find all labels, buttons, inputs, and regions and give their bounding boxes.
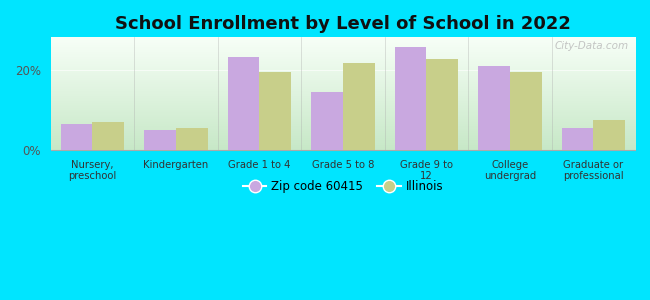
Bar [478, 65, 510, 150]
Bar [176, 128, 207, 150]
Legend: Zip code 60415, Illinois: Zip code 60415, Illinois [238, 176, 448, 198]
Title: School Enrollment by Level of School in 2022: School Enrollment by Level of School in … [115, 15, 571, 33]
Bar [227, 58, 259, 150]
Bar [510, 71, 541, 150]
Bar [593, 120, 625, 150]
Bar [395, 47, 426, 150]
Bar [562, 128, 593, 150]
Bar [343, 64, 374, 150]
Bar [144, 130, 176, 150]
Bar [92, 122, 124, 150]
Bar [259, 71, 291, 150]
Bar [311, 92, 343, 150]
Bar [60, 124, 92, 150]
Text: City-Data.com: City-Data.com [555, 41, 629, 51]
Bar [426, 59, 458, 150]
